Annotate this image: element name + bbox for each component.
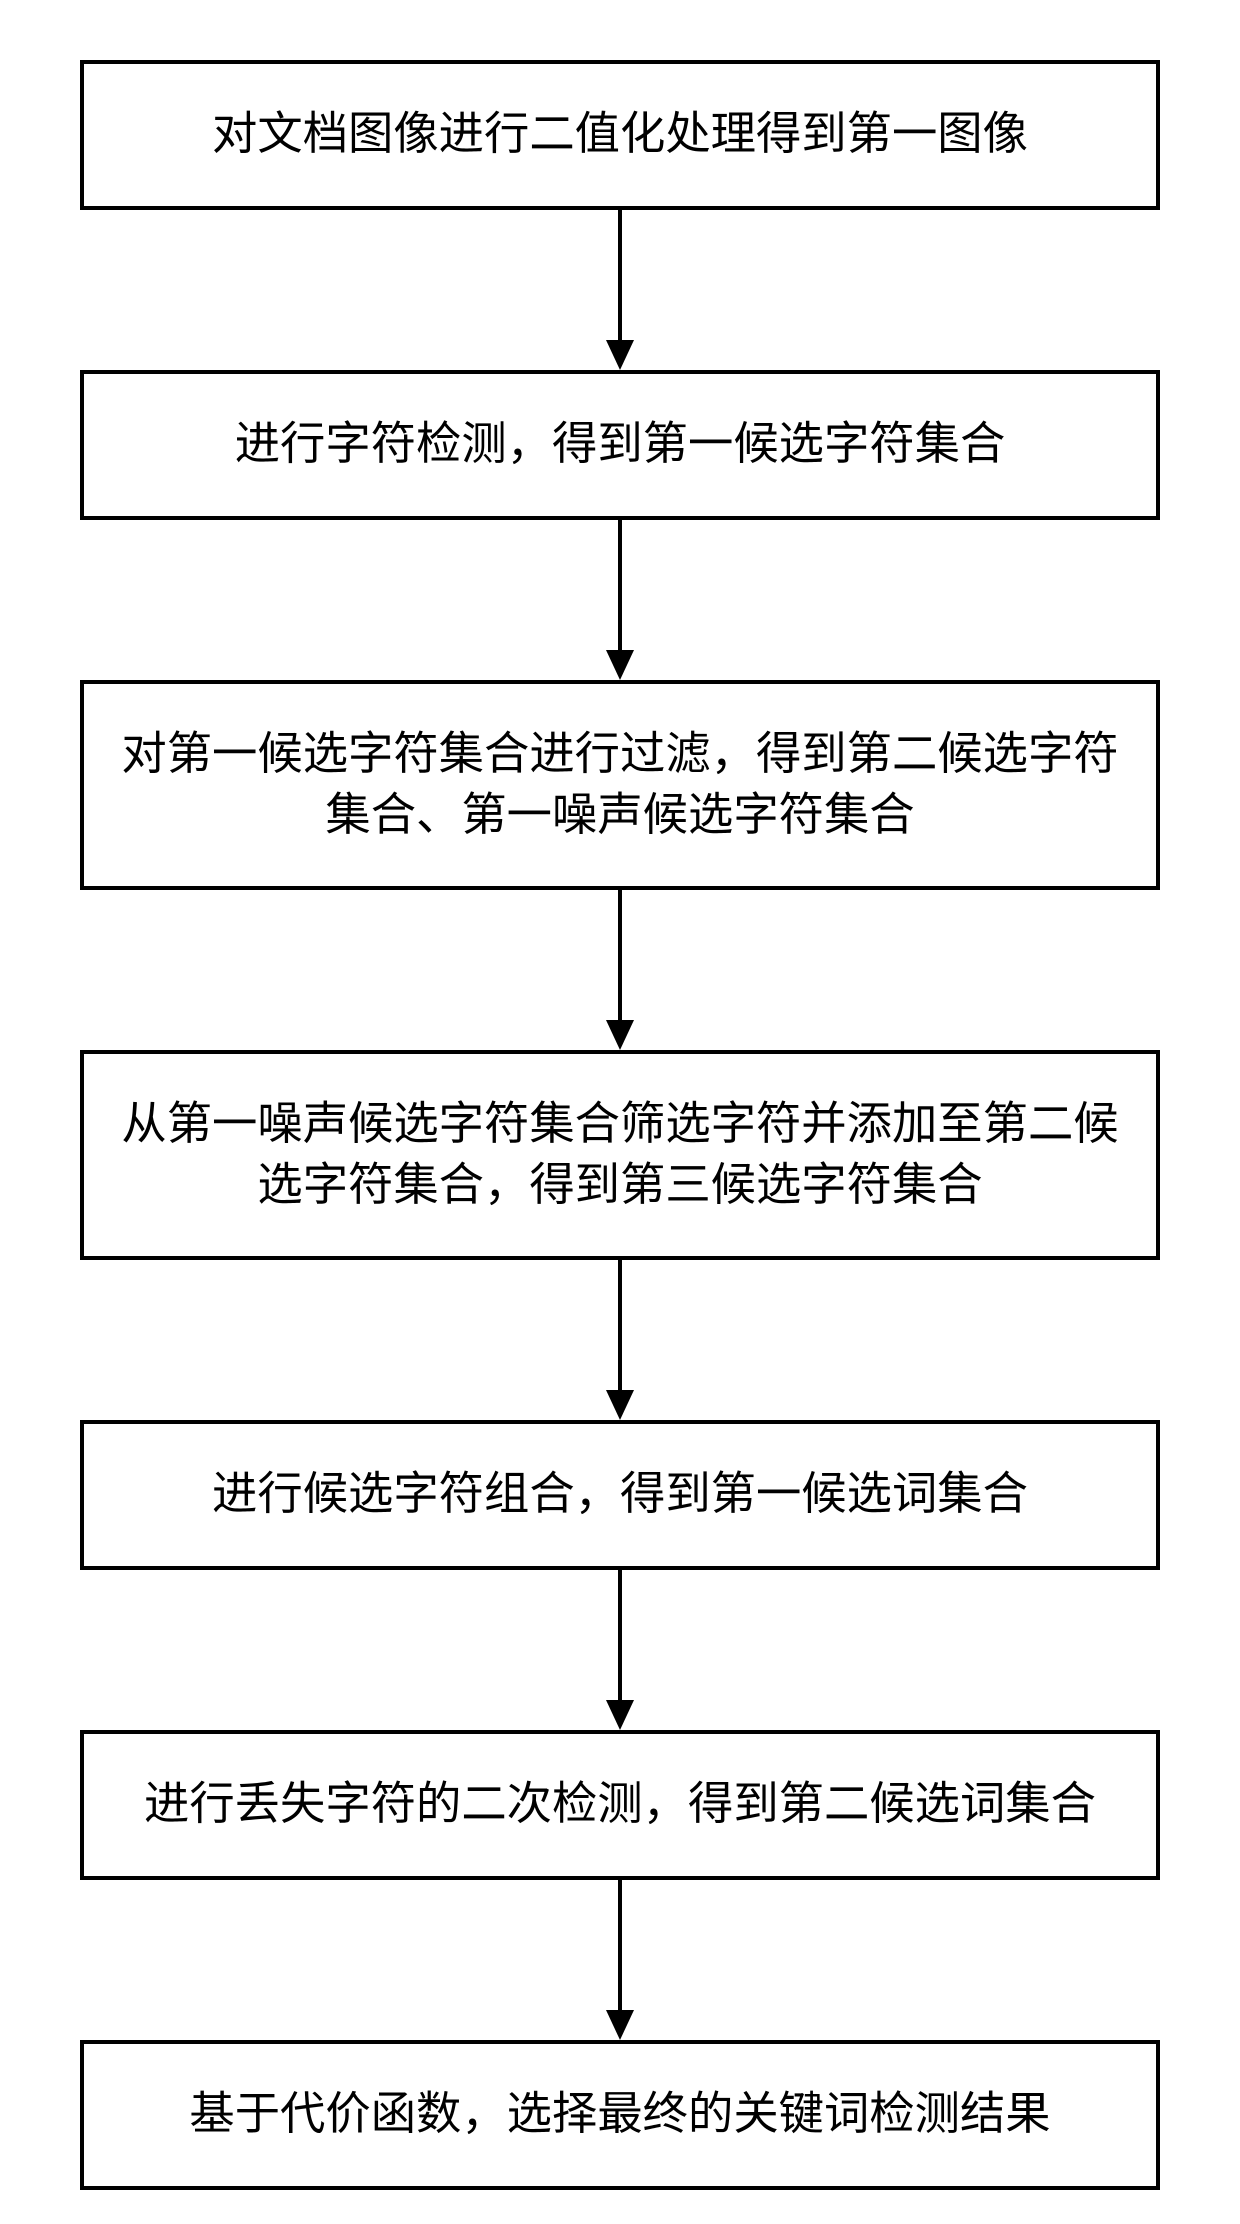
flow-node-1-text: 对文档图像进行二值化处理得到第一图像 [212, 104, 1028, 165]
flowchart-container: 对文档图像进行二值化处理得到第一图像 进行字符检测，得到第一候选字符集合 对第一… [80, 60, 1160, 2190]
flow-node-3-text: 对第一候选字符集合进行过滤，得到第二候选字符集合、第一噪声候选字符集合 [120, 724, 1120, 846]
flow-arrow-3 [600, 890, 640, 1050]
flow-node-3: 对第一候选字符集合进行过滤，得到第二候选字符集合、第一噪声候选字符集合 [80, 680, 1160, 890]
flow-node-6: 进行丢失字符的二次检测，得到第二候选词集合 [80, 1730, 1160, 1880]
flow-node-5: 进行候选字符组合，得到第一候选词集合 [80, 1420, 1160, 1570]
flow-arrow-5 [600, 1570, 640, 1730]
flow-node-4: 从第一噪声候选字符集合筛选字符并添加至第二候选字符集合，得到第三候选字符集合 [80, 1050, 1160, 1260]
flow-node-1: 对文档图像进行二值化处理得到第一图像 [80, 60, 1160, 210]
flow-node-6-text: 进行丢失字符的二次检测，得到第二候选词集合 [144, 1774, 1096, 1835]
flow-arrow-2 [600, 520, 640, 680]
flow-node-7-text: 基于代价函数，选择最终的关键词检测结果 [189, 2084, 1050, 2145]
flow-node-4-text: 从第一噪声候选字符集合筛选字符并添加至第二候选字符集合，得到第三候选字符集合 [120, 1094, 1120, 1216]
flow-node-2: 进行字符检测，得到第一候选字符集合 [80, 370, 1160, 520]
flow-arrow-6 [600, 1880, 640, 2040]
flow-node-7: 基于代价函数，选择最终的关键词检测结果 [80, 2040, 1160, 2190]
flow-arrow-4 [600, 1260, 640, 1420]
flow-node-2-text: 进行字符检测，得到第一候选字符集合 [235, 414, 1006, 475]
flow-arrow-1 [600, 210, 640, 370]
flow-node-5-text: 进行候选字符组合，得到第一候选词集合 [212, 1464, 1028, 1525]
